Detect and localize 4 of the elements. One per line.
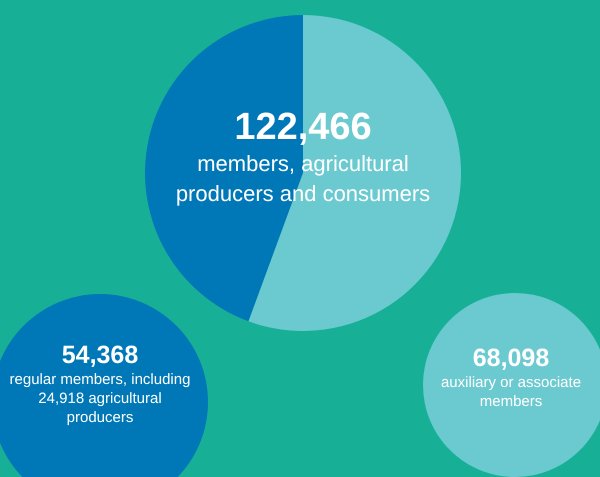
data-label: 68,098 <box>472 343 550 373</box>
slice-label: regular members, including 24,918 agricultural producers <box>8 370 192 427</box>
slice-label: auxiliary or associate members <box>440 373 582 411</box>
data-label: 54,368 <box>60 340 140 370</box>
